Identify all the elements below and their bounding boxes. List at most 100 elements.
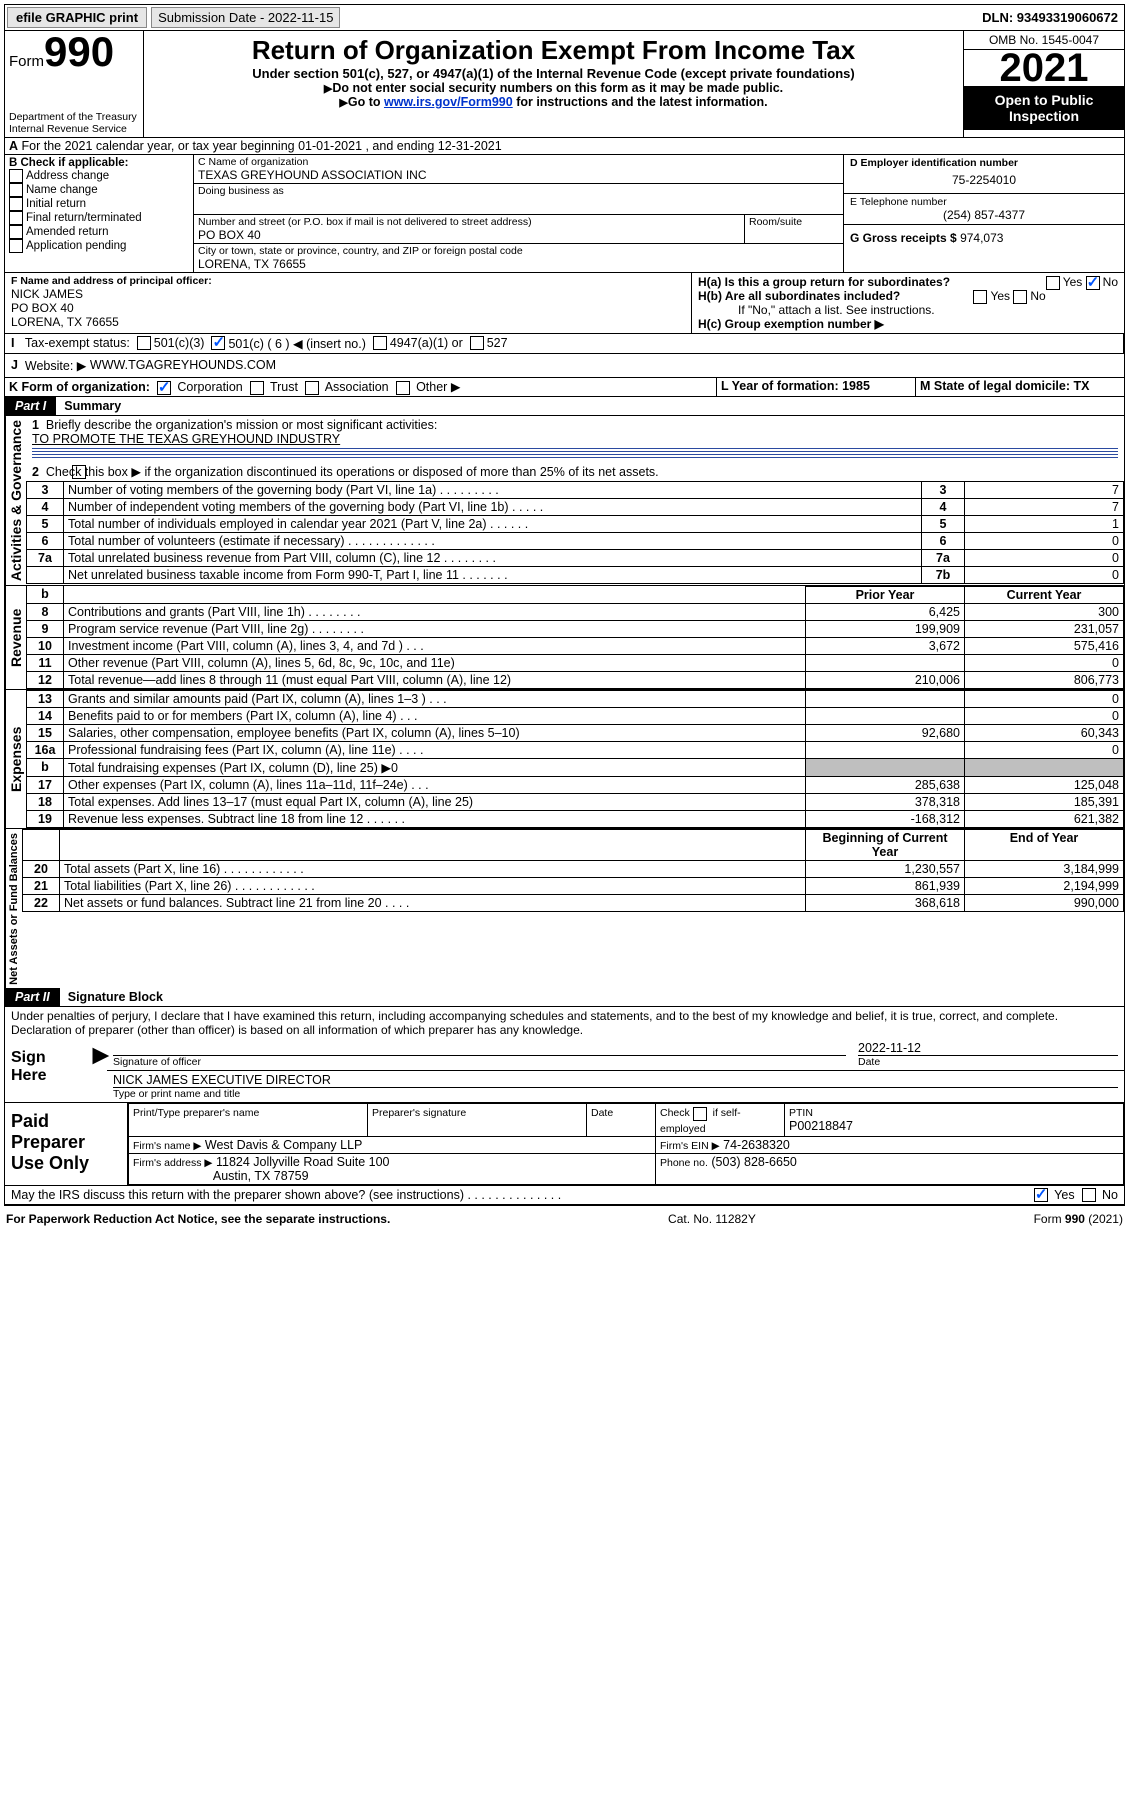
dept-treasury: Department of the Treasury — [9, 111, 139, 123]
discuss-no[interactable] — [1082, 1188, 1096, 1202]
form-page: efile GRAPHIC print Submission Date - 20… — [4, 4, 1125, 1206]
goto-note: Go to www.irs.gov/Form990 for instructio… — [152, 95, 955, 109]
D-ein-label: D Employer identification number — [850, 157, 1118, 169]
firm-addr2: Austin, TX 78759 — [213, 1169, 309, 1183]
cb-amended-return[interactable]: Amended return — [9, 225, 189, 239]
vtab-expenses: Expenses — [5, 690, 26, 828]
cb-initial-return[interactable]: Initial return — [9, 197, 189, 211]
cb-other[interactable] — [396, 381, 410, 395]
I-label: Tax-exempt status: — [25, 336, 130, 351]
cb-4947[interactable] — [373, 336, 387, 350]
irs-link[interactable]: www.irs.gov/Form990 — [384, 95, 513, 109]
room-label: Room/suite — [749, 216, 839, 228]
discuss-yes[interactable] — [1034, 1188, 1048, 1202]
preparer-table: Print/Type preparer's name Preparer's si… — [128, 1103, 1124, 1184]
cb-527[interactable] — [470, 336, 484, 350]
part2-tab: Part II — [5, 988, 60, 1006]
form-footer: Form 990 (2021) — [1034, 1212, 1123, 1226]
Hb-note: If "No," attach a list. See instructions… — [698, 303, 1118, 317]
K-label: K Form of organization: — [9, 380, 150, 394]
penalty-text: Under penalties of perjury, I declare th… — [5, 1007, 1124, 1039]
cb-discontinued[interactable] — [72, 465, 86, 479]
tax-year: 2021 — [964, 50, 1124, 86]
ptin-value: P00218847 — [789, 1119, 853, 1133]
firm-name-label: Firm's name ▶ — [133, 1140, 201, 1152]
form-subtitle: Under section 501(c), 527, or 4947(a)(1)… — [152, 66, 955, 81]
ptin-label: PTIN — [789, 1107, 813, 1119]
firm-addr-label: Firm's address ▶ — [133, 1157, 213, 1169]
cb-final-return[interactable]: Final return/terminated — [9, 211, 189, 225]
governance-table: 3Number of voting members of the governi… — [26, 481, 1124, 584]
part1-title: Summary — [56, 397, 129, 415]
firm-phone-label: Phone no. — [660, 1157, 708, 1169]
website: WWW.TGAGREYHOUNDS.COM — [90, 358, 276, 373]
org-city: LORENA, TX 76655 — [198, 257, 839, 271]
ssn-note: Do not enter social security numbers on … — [152, 81, 955, 95]
sign-date: 2022-11-12 — [858, 1041, 1118, 1055]
L-year: L Year of formation: 1985 — [717, 378, 916, 396]
prep-date-hdr: Date — [591, 1107, 613, 1119]
top-toolbar: efile GRAPHIC print Submission Date - 20… — [5, 5, 1124, 31]
C-name-label: C Name of organization — [198, 156, 839, 168]
vtab-netassets: Net Assets or Fund Balances — [5, 829, 22, 989]
firm-addr1: 11824 Jollyville Road Suite 100 — [216, 1155, 390, 1169]
city-label: City or town, state or province, country… — [198, 245, 839, 257]
open-inspection: Open to Public Inspection — [964, 86, 1124, 130]
block-BCDE: B Check if applicable: Address change Na… — [5, 155, 1124, 273]
revenue-table: bPrior YearCurrent Year8Contributions an… — [26, 586, 1124, 689]
officer-addr1: PO BOX 40 — [11, 301, 685, 315]
sign-arrow-icon: ► — [87, 1039, 107, 1102]
part2-title: Signature Block — [60, 988, 171, 1006]
form-word: Form — [9, 53, 44, 70]
cb-trust[interactable] — [250, 381, 264, 395]
line-A: A For the 2021 calendar year, or tax yea… — [5, 138, 506, 154]
officer-name: NICK JAMES — [11, 287, 685, 301]
q1-label: Briefly describe the organization's miss… — [46, 418, 437, 432]
vtab-revenue: Revenue — [5, 586, 26, 689]
cb-address-change[interactable]: Address change — [9, 169, 189, 183]
mission-text: TO PROMOTE THE TEXAS GREYHOUND INDUSTRY — [32, 432, 340, 446]
cb-name-change[interactable]: Name change — [9, 183, 189, 197]
Hb-yes[interactable] — [973, 290, 987, 304]
Hb-no[interactable] — [1013, 290, 1027, 304]
irs-label: Internal Revenue Service — [9, 123, 139, 135]
addr-label: Number and street (or P.O. box if mail i… — [198, 216, 740, 228]
org-address: PO BOX 40 — [198, 228, 740, 242]
B-header: B Check if applicable: — [9, 157, 189, 169]
firm-name: West Davis & Company LLP — [205, 1138, 362, 1152]
efile-print-button[interactable]: efile GRAPHIC print — [7, 7, 147, 28]
submission-date: Submission Date - 2022-11-15 — [151, 7, 340, 28]
firm-ein-label: Firm's EIN ▶ — [660, 1140, 720, 1152]
E-phone-label: E Telephone number — [850, 196, 1118, 208]
prep-name-hdr: Print/Type preparer's name — [133, 1107, 259, 1119]
firm-phone: (503) 828-6650 — [711, 1155, 796, 1169]
cb-501c[interactable] — [211, 336, 225, 350]
prep-sig-hdr: Preparer's signature — [372, 1107, 466, 1119]
form-header: Form990 Department of the Treasury Inter… — [5, 31, 1124, 138]
Ha-label: H(a) Is this a group return for subordin… — [698, 275, 950, 289]
cb-corp[interactable] — [157, 381, 171, 395]
cb-assoc[interactable] — [305, 381, 319, 395]
M-state: M State of legal domicile: TX — [916, 378, 1124, 396]
firm-ein: 74-2638320 — [723, 1138, 790, 1152]
cb-501c3[interactable] — [137, 336, 151, 350]
discuss-text: May the IRS discuss this return with the… — [11, 1188, 561, 1203]
Hc-label: H(c) Group exemption number ▶ — [698, 317, 884, 331]
net-table: Beginning of Current YearEnd of Year20To… — [22, 829, 1124, 912]
q2-text: Check this box ▶ if the organization dis… — [46, 465, 659, 479]
cb-self-employed[interactable] — [693, 1107, 707, 1121]
G-gross-label: G Gross receipts $ — [850, 231, 957, 245]
dln-label: DLN: 93493319060672 — [982, 10, 1124, 25]
cb-application-pending[interactable]: Application pending — [9, 239, 189, 253]
gross-receipts: 974,073 — [960, 231, 1003, 245]
Ha-yes[interactable] — [1046, 276, 1060, 290]
ein-value: 75-2254010 — [850, 169, 1118, 191]
expenses-table: 13Grants and similar amounts paid (Part … — [26, 690, 1124, 828]
part1-tab: Part I — [5, 397, 56, 415]
phone-value: (254) 857-4377 — [850, 208, 1118, 222]
Ha-no[interactable] — [1086, 276, 1100, 290]
paid-preparer-label: Paid Preparer Use Only — [5, 1103, 128, 1184]
sign-here-label: Sign Here — [5, 1039, 87, 1102]
Hb-label: H(b) Are all subordinates included? — [698, 289, 900, 303]
org-name: TEXAS GREYHOUND ASSOCIATION INC — [198, 168, 839, 182]
